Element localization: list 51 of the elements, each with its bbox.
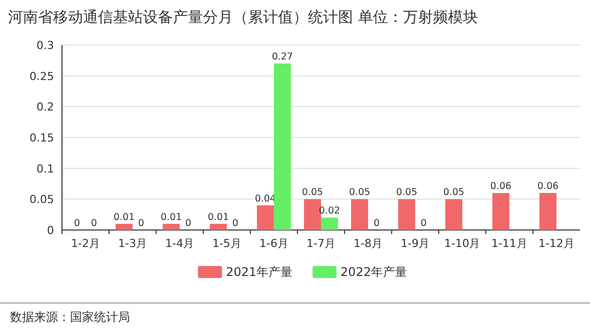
bar	[445, 199, 462, 230]
y-tick-label: 0.25	[30, 70, 54, 83]
y-tick-label: 0	[47, 224, 54, 237]
bar	[321, 218, 338, 230]
data-label: 0.01	[208, 212, 229, 223]
bar	[492, 193, 510, 230]
data-label: 0	[74, 218, 80, 229]
x-tick-label: 1-11月	[491, 237, 528, 250]
bar	[210, 224, 227, 230]
data-label: 0	[138, 218, 144, 229]
x-tick-label: 1-8月	[354, 237, 383, 250]
bar	[162, 224, 180, 230]
data-label: 0.05	[443, 187, 464, 198]
data-label: 0.05	[396, 187, 418, 198]
data-label: 0	[374, 218, 380, 229]
data-label: 0.01	[114, 212, 135, 223]
data-label: 0.05	[349, 187, 370, 198]
chart-title: 河南省移动通信基站设备产量分月（累计值）统计图 单位：万射频模块	[8, 8, 478, 26]
data-label: 0.06	[490, 181, 512, 192]
bar	[539, 193, 556, 230]
x-tick-label: 1-3月	[118, 237, 148, 250]
x-tick-label: 1-12月	[538, 237, 574, 250]
x-tick-label: 1-2月	[71, 237, 100, 250]
x-tick-label: 1-10月	[444, 237, 480, 250]
y-tick-label: 0.15	[30, 132, 54, 144]
data-label: 0	[232, 218, 238, 229]
x-tick-label: 1-4月	[165, 237, 194, 250]
bar	[351, 199, 368, 230]
bar	[304, 199, 321, 230]
x-tick-label: 1-9月	[400, 237, 430, 250]
data-label: 0.01	[160, 212, 182, 223]
y-tick-label: 0.2	[36, 100, 54, 114]
legend-label: 2022年产量	[340, 265, 408, 279]
data-label: 0	[185, 218, 192, 229]
legend-label: 2021年产量	[226, 265, 293, 279]
y-tick-label: 0.05	[30, 193, 54, 206]
bar	[116, 224, 133, 230]
x-tick-label: 1-5月	[212, 237, 242, 250]
data-label: 0	[420, 218, 427, 229]
bar	[256, 205, 274, 230]
data-label: 0.27	[272, 52, 293, 62]
data-label: 0.05	[302, 187, 324, 198]
y-tick-label: 0.3	[36, 39, 54, 52]
bar	[274, 64, 291, 230]
x-tick-label: 1-7月	[306, 237, 336, 250]
source-note: 数据来源：国家统计局	[10, 310, 130, 324]
x-tick-label: 1-6月	[259, 237, 288, 250]
data-label: 0.06	[537, 181, 559, 192]
data-label: 0	[91, 218, 98, 229]
bar	[398, 199, 416, 230]
y-tick-label: 0.1	[36, 162, 54, 176]
